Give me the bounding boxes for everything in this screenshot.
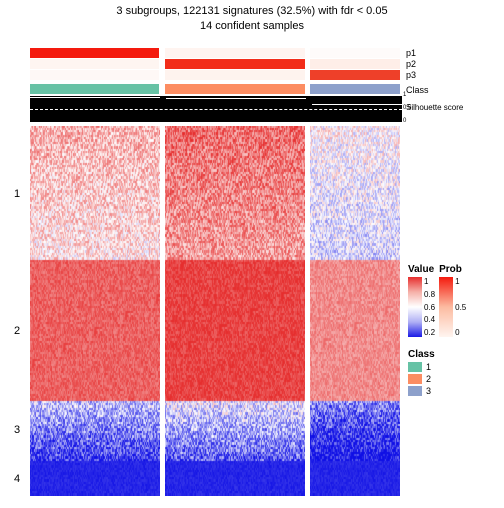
silhouette-tick: 0 xyxy=(403,118,406,124)
heatmap-panel xyxy=(310,126,400,496)
legend-tick: 1 xyxy=(455,277,466,286)
prob-annotation-row xyxy=(30,59,400,69)
row-cluster-label: 3 xyxy=(14,424,20,436)
silhouette-tick: 0.5 xyxy=(403,105,411,111)
legend-class-item: 1 xyxy=(408,362,502,372)
row-cluster-label: 4 xyxy=(14,473,20,485)
heatmap-panel xyxy=(30,126,160,496)
legend-tick: 0.2 xyxy=(424,328,435,337)
legend-title: Class xyxy=(408,349,502,360)
legend-swatch xyxy=(408,374,422,384)
silhouette-tick: 1 xyxy=(403,92,406,98)
legend-tick: 0.5 xyxy=(455,303,466,312)
prob-row-label: p3 xyxy=(406,70,416,80)
silhouette-track xyxy=(30,96,402,122)
legend-class-item: 3 xyxy=(408,386,502,396)
legend-title: Prob xyxy=(439,264,466,275)
legend-swatch xyxy=(408,386,422,396)
legend-class-item: 2 xyxy=(408,374,502,384)
legend-title: Value xyxy=(408,264,435,275)
legend-swatch-label: 2 xyxy=(426,374,431,384)
legend-swatch xyxy=(408,362,422,372)
row-cluster-label: 2 xyxy=(14,325,20,337)
legend-tick: 0 xyxy=(455,328,466,337)
legend-tick: 0.6 xyxy=(424,303,435,312)
heatmap xyxy=(30,126,400,496)
legend-gradient xyxy=(408,277,422,337)
prob-row-label: p2 xyxy=(406,59,416,69)
prob-row-label: p1 xyxy=(406,48,416,58)
legend-swatch-label: 1 xyxy=(426,362,431,372)
prob-annotation-row xyxy=(30,70,400,80)
row-cluster-label: 1 xyxy=(14,188,20,200)
heatmap-panel xyxy=(165,126,305,496)
legend-gradient xyxy=(439,277,453,337)
prob-annotation-row xyxy=(30,48,400,58)
legend-tick: 0.4 xyxy=(424,315,435,324)
class-label: Class xyxy=(406,85,429,95)
class-annotation xyxy=(30,84,400,94)
legend-tick: 1 xyxy=(424,277,435,286)
legend-tick: 0.8 xyxy=(424,290,435,299)
silhouette-label: Silhouette score xyxy=(406,103,463,112)
legend-swatch-label: 3 xyxy=(426,386,431,396)
